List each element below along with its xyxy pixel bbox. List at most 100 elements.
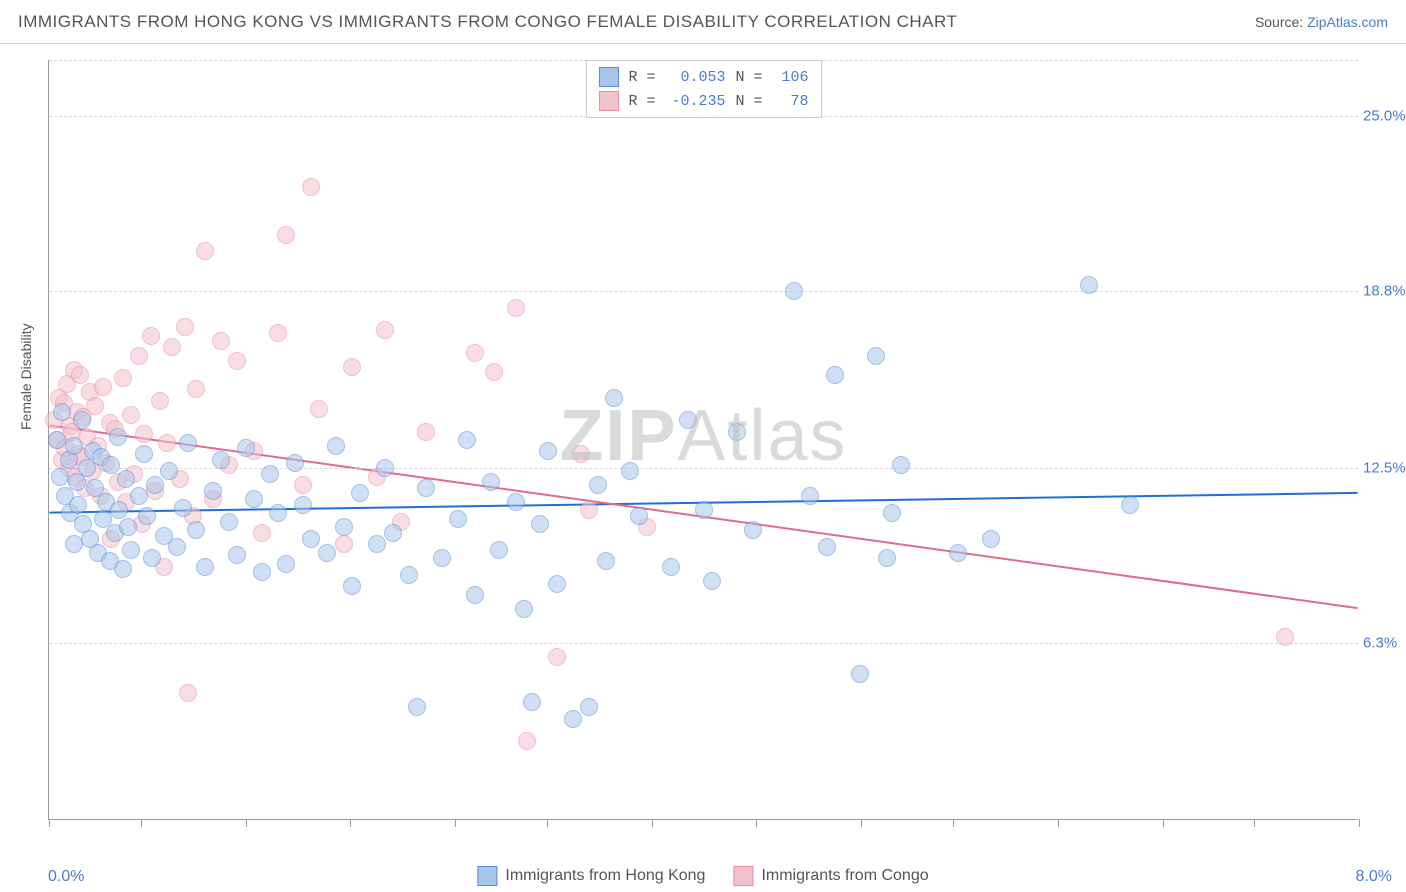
legend-series-box: Immigrants from Hong Kong Immigrants fro… bbox=[477, 866, 928, 886]
scatter-point bbox=[269, 324, 287, 342]
scatter-point bbox=[531, 515, 549, 533]
header-bar: IMMIGRANTS FROM HONG KONG VS IMMIGRANTS … bbox=[0, 0, 1406, 44]
scatter-point bbox=[327, 437, 345, 455]
x-tick bbox=[246, 819, 247, 827]
gridline bbox=[49, 468, 1358, 469]
scatter-point bbox=[73, 411, 91, 429]
x-axis-min-label: 0.0% bbox=[48, 868, 84, 886]
scatter-point bbox=[237, 439, 255, 457]
scatter-point bbox=[433, 549, 451, 567]
scatter-point bbox=[982, 530, 1000, 548]
scatter-point bbox=[539, 442, 557, 460]
y-tick-label: 6.3% bbox=[1363, 634, 1406, 651]
r-value-1: -0.235 bbox=[666, 93, 726, 110]
x-tick bbox=[141, 819, 142, 827]
scatter-point bbox=[151, 392, 169, 410]
scatter-point bbox=[187, 521, 205, 539]
gridline bbox=[49, 643, 1358, 644]
x-tick bbox=[1058, 819, 1059, 827]
scatter-point bbox=[376, 321, 394, 339]
scatter-point bbox=[196, 558, 214, 576]
legend-series-label-0: Immigrants from Hong Kong bbox=[505, 867, 705, 885]
legend-series-item: Immigrants from Congo bbox=[733, 866, 928, 886]
source-attribution: Source: ZipAtlas.com bbox=[1255, 14, 1388, 30]
scatter-point bbox=[286, 454, 304, 472]
scatter-point bbox=[507, 299, 525, 317]
scatter-point bbox=[408, 698, 426, 716]
scatter-point bbox=[176, 318, 194, 336]
legend-stats-row: R = 0.053 N = 106 bbox=[598, 65, 808, 89]
n-value-1: 78 bbox=[773, 93, 809, 110]
scatter-point bbox=[53, 403, 71, 421]
scatter-point bbox=[417, 479, 435, 497]
scatter-point bbox=[368, 535, 386, 553]
scatter-point bbox=[458, 431, 476, 449]
scatter-point bbox=[351, 484, 369, 502]
r-label: R = bbox=[628, 93, 655, 110]
source-label: Source: bbox=[1255, 14, 1303, 30]
watermark: ZIPAtlas bbox=[559, 394, 847, 476]
scatter-point bbox=[114, 369, 132, 387]
legend-series-label-1: Immigrants from Congo bbox=[761, 867, 928, 885]
scatter-point bbox=[400, 566, 418, 584]
legend-series-item: Immigrants from Hong Kong bbox=[477, 866, 705, 886]
scatter-point bbox=[384, 524, 402, 542]
scatter-point bbox=[135, 425, 153, 443]
scatter-point bbox=[515, 600, 533, 618]
scatter-point bbox=[142, 327, 160, 345]
scatter-point bbox=[572, 445, 590, 463]
scatter-point bbox=[69, 496, 87, 514]
legend-stats-box: R = 0.053 N = 106 R = -0.235 N = 78 bbox=[585, 60, 821, 118]
scatter-point bbox=[482, 473, 500, 491]
n-label: N = bbox=[736, 93, 763, 110]
source-link[interactable]: ZipAtlas.com bbox=[1307, 14, 1388, 30]
scatter-point bbox=[253, 563, 271, 581]
scatter-point bbox=[146, 476, 164, 494]
scatter-point bbox=[135, 445, 153, 463]
scatter-point bbox=[621, 462, 639, 480]
scatter-point bbox=[597, 552, 615, 570]
scatter-point bbox=[196, 242, 214, 260]
scatter-point bbox=[163, 338, 181, 356]
legend-swatch-series-1 bbox=[733, 866, 753, 886]
scatter-point bbox=[122, 541, 140, 559]
scatter-point bbox=[204, 482, 222, 500]
x-tick bbox=[1254, 819, 1255, 827]
scatter-point bbox=[851, 665, 869, 683]
scatter-point bbox=[589, 476, 607, 494]
scatter-point bbox=[302, 530, 320, 548]
scatter-point bbox=[449, 510, 467, 528]
scatter-point bbox=[269, 504, 287, 522]
scatter-point bbox=[179, 684, 197, 702]
chart-title: IMMIGRANTS FROM HONG KONG VS IMMIGRANTS … bbox=[18, 12, 957, 32]
x-tick bbox=[1359, 819, 1360, 827]
scatter-point bbox=[102, 456, 120, 474]
scatter-point bbox=[490, 541, 508, 559]
scatter-point bbox=[548, 648, 566, 666]
scatter-point bbox=[168, 538, 186, 556]
scatter-point bbox=[507, 493, 525, 511]
x-tick bbox=[953, 819, 954, 827]
scatter-point bbox=[130, 347, 148, 365]
x-tick bbox=[455, 819, 456, 827]
scatter-point bbox=[826, 366, 844, 384]
x-axis-max-label: 8.0% bbox=[1356, 868, 1392, 886]
scatter-point bbox=[728, 423, 746, 441]
n-label: N = bbox=[736, 69, 763, 86]
scatter-point bbox=[109, 428, 127, 446]
scatter-point bbox=[630, 507, 648, 525]
scatter-point bbox=[376, 459, 394, 477]
scatter-point bbox=[48, 431, 66, 449]
scatter-point bbox=[785, 282, 803, 300]
scatter-point bbox=[878, 549, 896, 567]
scatter-point bbox=[485, 363, 503, 381]
scatter-point bbox=[744, 521, 762, 539]
scatter-point bbox=[277, 555, 295, 573]
scatter-point bbox=[122, 406, 140, 424]
scatter-point bbox=[892, 456, 910, 474]
scatter-point bbox=[466, 344, 484, 362]
scatter-point bbox=[51, 468, 69, 486]
scatter-point bbox=[65, 437, 83, 455]
scatter-point bbox=[703, 572, 721, 590]
scatter-point bbox=[564, 710, 582, 728]
